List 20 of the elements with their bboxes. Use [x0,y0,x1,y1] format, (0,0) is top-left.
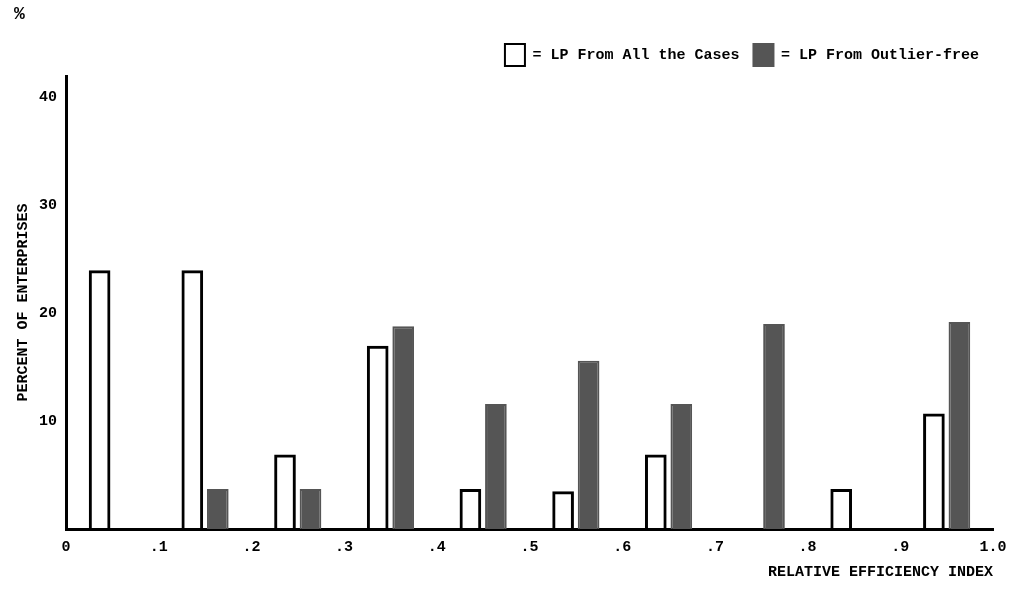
text: % [14,4,25,24]
y-tick-label: 40 [38,89,57,107]
x-tick-label: .8 [798,538,817,556]
x-tick-label: .6 [613,538,632,556]
x-tick-label: .2 [242,538,261,556]
x-tick-label: .1 [149,538,168,556]
x-tick-label: 0 [61,538,71,556]
x-tick-label: .7 [705,538,724,556]
y-axis-title: PERCENT OF ENTERPRISES [14,203,32,402]
y-tick-label: 30 [38,197,57,215]
x-tick-label: .4 [427,538,446,556]
y-tick-label: 10 [38,412,57,430]
x-tick-label: 1.0 [979,538,1007,556]
x-axis-title: RELATIVE EFFICIENCY INDEX [767,563,993,581]
x-tick-label: .3 [335,538,354,556]
x-tick-label: .5 [520,538,539,556]
x-tick-label: .9 [891,538,910,556]
y-tick-label: 20 [38,305,57,323]
legend-label: = LP From Outlier-free [780,46,980,64]
legend-label: = LP From All the Cases [532,46,740,64]
